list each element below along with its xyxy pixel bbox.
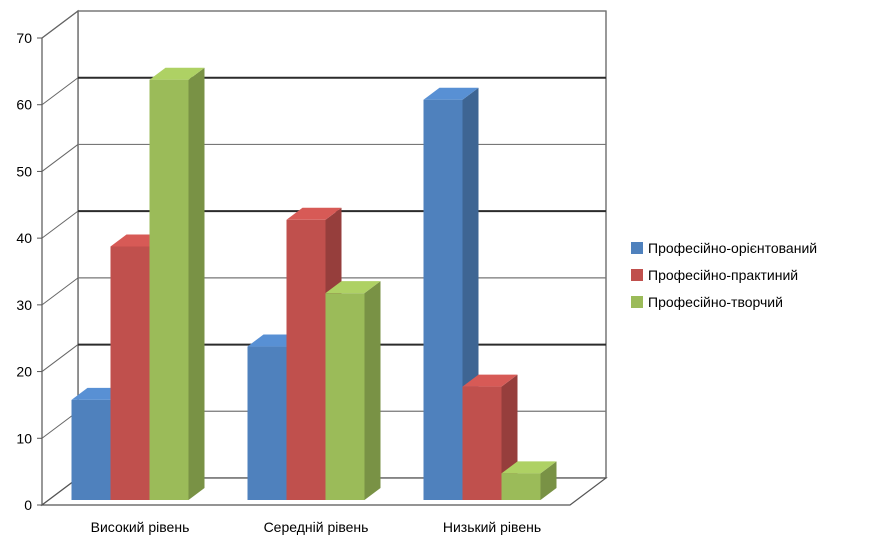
bar: [149, 67, 205, 500]
bar-top: [462, 374, 518, 387]
bar-top: [325, 281, 381, 294]
x-category-label: Високий рівень: [91, 519, 190, 535]
legend-item: Професійно-орієнтований: [631, 240, 817, 256]
bar-front: [501, 473, 541, 500]
bar-front: [149, 79, 189, 500]
y-tick-label: 0: [24, 497, 32, 513]
y-tick-label: 10: [16, 430, 32, 446]
legend-swatch: [631, 296, 643, 308]
bar: [501, 461, 557, 500]
bar-front: [71, 399, 111, 500]
bar-top: [501, 461, 557, 474]
legend-swatch: [631, 242, 643, 254]
bar-front: [110, 246, 150, 500]
y-tick-label: 30: [16, 297, 32, 313]
legend-swatch: [631, 269, 643, 281]
x-axis-labels: Високий рівень Середній рівень Низький рів…: [91, 519, 542, 535]
legend-label: Професійно-практиний: [648, 267, 798, 283]
y-axis-ticks: 0 10 20 30 40 50 60 70: [16, 30, 42, 513]
legend-item: Професійно-творчий: [631, 294, 783, 310]
gridline-side: [41, 344, 79, 372]
y-tick-label: 70: [16, 30, 32, 46]
y-tick-label: 50: [16, 163, 32, 179]
bar-side: [188, 67, 205, 500]
bar-front: [286, 219, 326, 501]
bar-top: [149, 67, 205, 80]
bar-front: [462, 386, 502, 500]
bar: [423, 87, 479, 500]
legend: Професійно-орієнтований Професійно-практи…: [631, 240, 817, 310]
bar-front: [325, 293, 365, 500]
bar-top: [286, 207, 342, 220]
y-tick-label: 40: [16, 230, 32, 246]
bars: [71, 67, 557, 501]
gridline-side: [41, 10, 79, 39]
bar-side: [540, 461, 557, 500]
x-category-label: Низький рівень: [443, 519, 541, 535]
gridline-side: [41, 210, 79, 239]
bar: [325, 281, 381, 500]
bar-top: [423, 87, 479, 100]
bar-side: [364, 281, 381, 500]
bar-front: [247, 346, 287, 500]
legend-item: Професійно-практиний: [631, 267, 798, 283]
bar: [462, 374, 518, 500]
bar-front: [423, 99, 463, 500]
y-tick-label: 60: [16, 97, 32, 113]
gridline-side: [41, 144, 79, 172]
gridline-side: [41, 277, 79, 306]
legend-label: Професійно-орієнтований: [648, 240, 817, 256]
y-tick-label: 20: [16, 364, 32, 380]
x-category-label: Середній рівень: [264, 519, 369, 535]
gridline-side: [41, 77, 79, 106]
legend-label: Професійно-творчий: [648, 294, 783, 310]
